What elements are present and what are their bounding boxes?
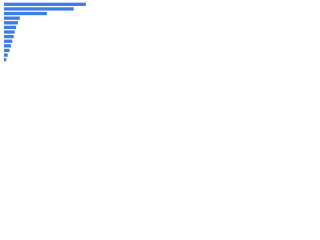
bar: [4, 48, 10, 53]
bar: [4, 30, 15, 34]
bar: [4, 16, 20, 20]
page: {"chart_data": {"type": "bar", "orientat…: [0, 0, 320, 71]
bar: [4, 44, 11, 48]
bar: [4, 21, 18, 25]
bar: [4, 39, 13, 43]
bar: [4, 25, 17, 30]
bar: [4, 11, 47, 16]
bar: [4, 2, 86, 6]
bar: [4, 7, 74, 11]
chart: [4, 2, 86, 62]
bar: [4, 58, 7, 62]
bar: [4, 53, 8, 57]
bar: [4, 34, 14, 39]
